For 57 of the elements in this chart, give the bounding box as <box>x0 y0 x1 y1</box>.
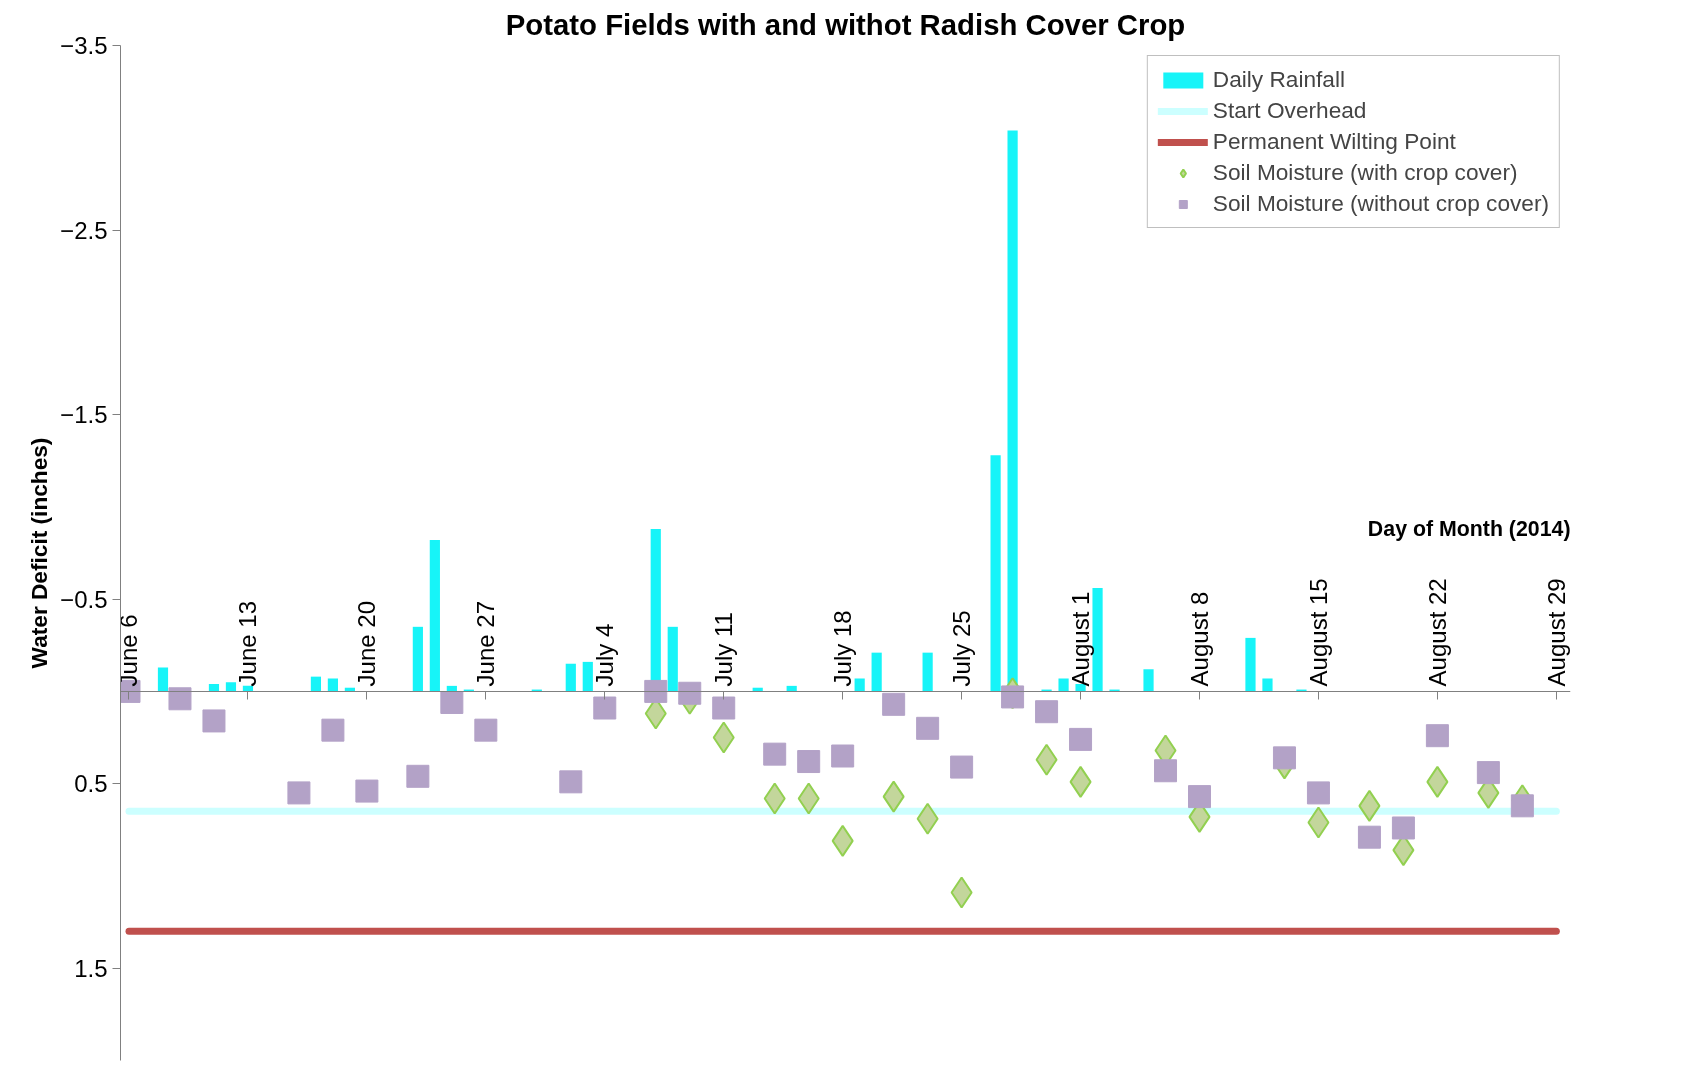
point <box>1391 816 1415 840</box>
y-tick-label: −1.5 <box>60 401 108 429</box>
point <box>406 764 430 788</box>
point <box>1476 761 1500 785</box>
point <box>1272 746 1296 770</box>
legend-label: Daily Rainfall <box>1212 66 1346 93</box>
point <box>712 696 736 720</box>
x-tick-label: June 27 <box>472 601 500 687</box>
x-tick-label: August 29 <box>1542 578 1570 687</box>
x-tick-label: August 1 <box>1067 591 1095 687</box>
point <box>1069 727 1093 751</box>
x-tick-label: July 25 <box>948 610 976 687</box>
legend-label: Permanent Wilting Point <box>1212 128 1456 155</box>
point <box>1425 724 1449 748</box>
point <box>168 687 192 711</box>
x-tick-label: July 4 <box>591 623 619 687</box>
point <box>916 716 940 740</box>
x-tick-label: August 15 <box>1304 578 1332 687</box>
x-axis-title: Day of Month (2014) <box>1367 517 1571 542</box>
y-tick-label: −3.5 <box>60 32 108 59</box>
point <box>1035 700 1059 724</box>
y-tick-label: −2.5 <box>60 216 108 244</box>
point <box>763 742 787 766</box>
x-tick-label: July 11 <box>710 612 738 687</box>
point <box>593 696 617 720</box>
x-tick-label: August 8 <box>1186 591 1213 687</box>
point <box>1357 825 1381 849</box>
point <box>831 744 855 768</box>
x-tick-label: August 22 <box>1423 578 1451 687</box>
legend-label: Start Overhead <box>1212 97 1367 124</box>
legend-label: Soil Moisture (without crop cover) <box>1212 190 1549 217</box>
point <box>355 779 379 803</box>
x-tick-label: June 20 <box>353 601 381 687</box>
y-tick-label: 1.5 <box>74 954 108 982</box>
point <box>1188 785 1211 809</box>
x-tick-label: June 13 <box>234 601 262 687</box>
x-tick-label: July 18 <box>829 610 857 687</box>
legend-label: Soil Moisture (with crop cover) <box>1212 159 1518 186</box>
point <box>1306 781 1330 805</box>
point <box>1154 759 1178 783</box>
point <box>287 781 311 805</box>
point <box>644 679 668 703</box>
point <box>882 692 906 716</box>
point <box>202 709 226 733</box>
point <box>797 750 821 774</box>
y-axis-title: Water Deficit (inches) <box>26 437 53 669</box>
point <box>950 755 974 779</box>
y-tick-label: 0.5 <box>74 770 108 798</box>
point <box>1001 685 1025 709</box>
point <box>678 681 702 705</box>
y-tick-label: −0.5 <box>60 585 108 613</box>
point <box>321 718 345 742</box>
chart-title: Potato Fields with and withot Radish Cover Crop <box>505 7 1186 41</box>
point <box>474 718 498 742</box>
point <box>440 690 464 714</box>
point <box>559 770 583 794</box>
point <box>1510 794 1534 818</box>
